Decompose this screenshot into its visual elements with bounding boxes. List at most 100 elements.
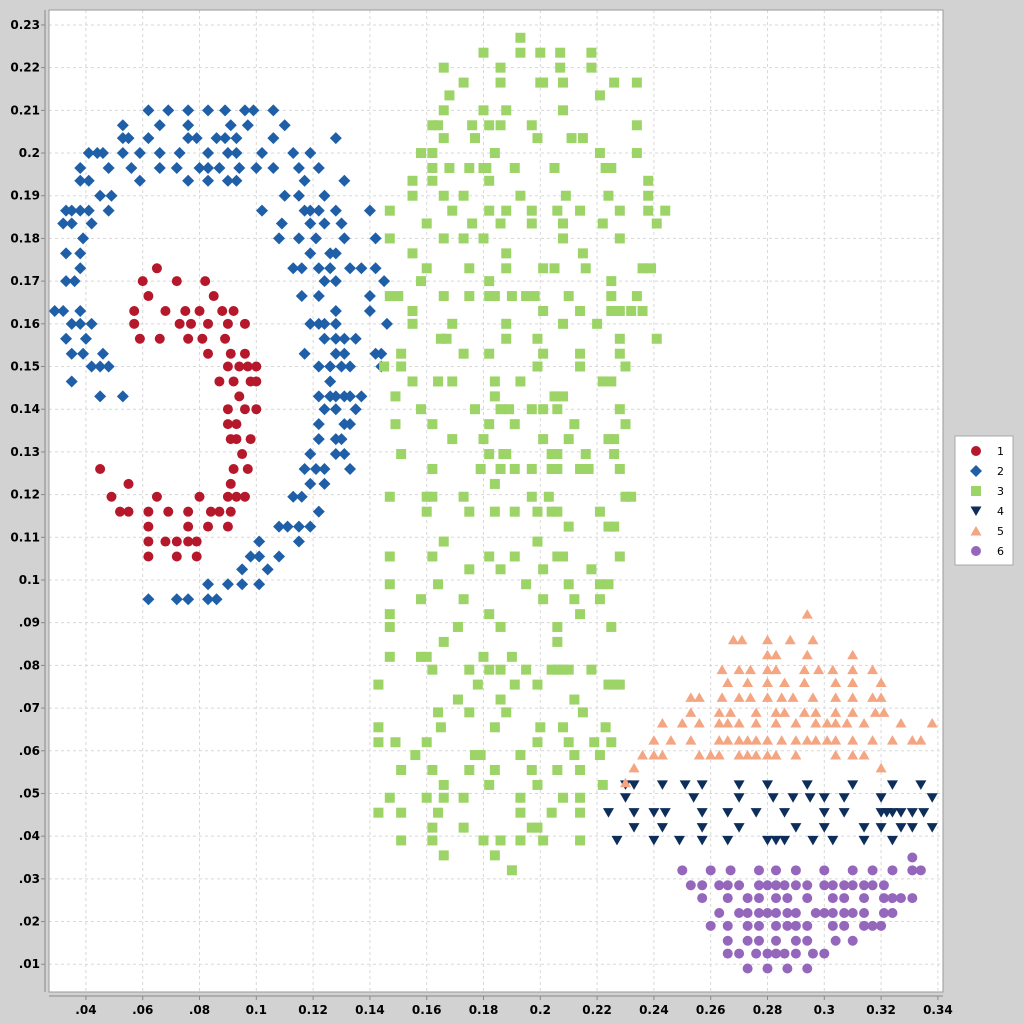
data-point <box>532 133 543 144</box>
data-point <box>827 835 839 846</box>
data-point <box>458 792 469 803</box>
x-tick-label: 0.2 <box>530 1003 551 1017</box>
data-point <box>867 692 879 702</box>
data-point <box>830 707 842 717</box>
data-point <box>801 780 813 790</box>
data-point <box>821 718 833 728</box>
legend-marker <box>971 446 981 456</box>
data-point <box>876 920 887 931</box>
data-point <box>390 419 401 430</box>
data-point <box>906 823 918 833</box>
data-point <box>750 735 762 745</box>
data-point <box>751 948 762 959</box>
data-point <box>375 347 388 360</box>
data-point <box>515 807 526 818</box>
data-point <box>344 360 357 373</box>
data-point <box>489 506 500 517</box>
data-point <box>685 692 697 702</box>
data-point <box>489 764 500 775</box>
data-point <box>603 521 614 532</box>
data-point <box>114 506 125 517</box>
data-point <box>733 718 745 728</box>
data-point <box>469 750 480 761</box>
data-point <box>847 735 859 745</box>
data-point <box>171 276 182 287</box>
data-point <box>171 551 182 562</box>
data-point <box>230 174 243 187</box>
data-point <box>458 348 469 359</box>
data-point <box>761 664 773 675</box>
data-point <box>484 120 495 131</box>
data-point <box>839 880 850 891</box>
y-tick-label: .04 <box>19 829 40 843</box>
data-point <box>183 333 194 344</box>
data-point <box>847 908 858 919</box>
data-point <box>761 835 773 846</box>
data-point <box>552 664 563 675</box>
data-point <box>878 893 889 904</box>
data-point <box>915 735 927 745</box>
data-point <box>742 750 754 760</box>
data-point <box>734 908 745 919</box>
data-point <box>696 780 708 790</box>
data-point <box>251 404 262 415</box>
data-point <box>396 348 407 359</box>
data-point <box>304 247 317 260</box>
data-point <box>575 835 586 846</box>
data-point <box>575 306 586 317</box>
legend-marker <box>970 465 982 477</box>
data-point <box>278 189 291 202</box>
data-point <box>318 275 331 288</box>
data-point <box>804 793 816 803</box>
data-point <box>776 692 788 702</box>
data-point <box>48 305 61 318</box>
data-point <box>575 205 586 216</box>
data-point <box>200 276 211 287</box>
data-point <box>549 263 560 274</box>
data-point <box>762 908 773 919</box>
data-point <box>309 232 322 245</box>
data-point <box>733 692 745 702</box>
data-point <box>222 318 233 329</box>
data-point <box>790 908 801 919</box>
data-point <box>744 692 756 702</box>
data-point <box>292 535 305 548</box>
data-point <box>569 594 580 605</box>
data-point <box>659 808 671 818</box>
data-point <box>344 262 357 275</box>
data-point <box>907 893 918 904</box>
data-point <box>727 634 739 645</box>
data-point <box>85 360 98 373</box>
data-point <box>384 621 395 632</box>
data-point <box>380 317 393 330</box>
series-3 <box>373 32 671 876</box>
data-point <box>887 908 898 919</box>
data-point <box>143 291 154 302</box>
data-point <box>818 808 830 818</box>
data-point <box>648 808 660 818</box>
data-point <box>722 677 734 687</box>
data-point <box>620 419 631 430</box>
data-point <box>373 807 384 818</box>
data-point <box>197 333 208 344</box>
data-point <box>779 948 790 959</box>
data-point <box>478 835 489 846</box>
data-point <box>847 692 859 702</box>
data-point <box>363 290 376 303</box>
data-point <box>183 521 194 532</box>
legend: 1 2 3 4 5 6 <box>954 435 1014 566</box>
data-point <box>142 593 155 606</box>
data-point <box>859 893 870 904</box>
data-point <box>478 233 489 244</box>
data-point <box>304 448 317 461</box>
data-point <box>133 174 146 187</box>
data-point <box>538 306 549 317</box>
plot-border <box>48 9 944 993</box>
data-point <box>532 361 543 372</box>
data-point <box>427 162 438 173</box>
data-point <box>628 762 640 773</box>
y-tick-label: 0.16 <box>10 317 40 331</box>
data-point <box>231 491 242 502</box>
data-point <box>575 348 586 359</box>
legend-marker <box>970 506 982 516</box>
